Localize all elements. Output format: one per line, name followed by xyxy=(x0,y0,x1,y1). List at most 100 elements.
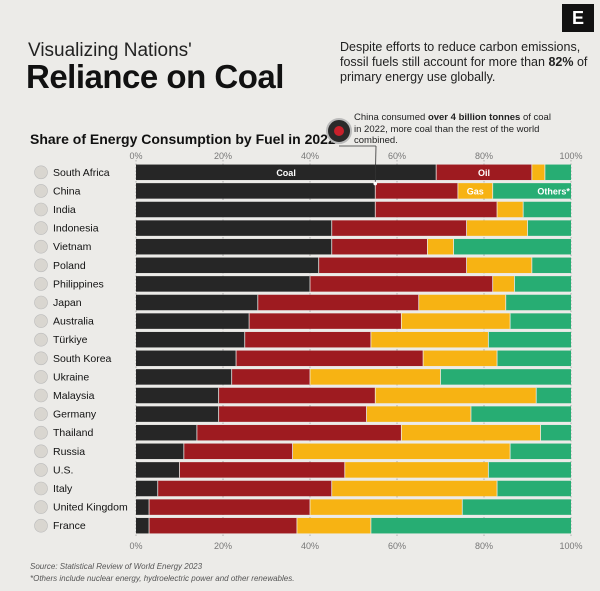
legend-label-oil: Oil xyxy=(478,168,490,178)
bar-segment-gas xyxy=(423,350,498,367)
bar-segment-oil xyxy=(436,164,532,181)
bar-segment-coal xyxy=(136,350,237,367)
flag-icon xyxy=(34,518,48,533)
country-label: Australia xyxy=(53,316,94,328)
legend-label-coal: Coal xyxy=(276,168,296,178)
bar-segment-coal xyxy=(136,294,258,311)
legend-label-others: Others* xyxy=(537,186,570,196)
bar-segment-coal xyxy=(136,443,184,460)
country-label: Ukraine xyxy=(53,371,89,383)
flag-icon xyxy=(34,202,48,217)
x-tick-label-top: 20% xyxy=(214,151,232,161)
x-tick-label-bottom: 100% xyxy=(559,541,582,551)
bar-segment-others xyxy=(510,443,571,460)
bar-segment-others xyxy=(510,313,571,329)
bar-segment-coal xyxy=(136,164,437,181)
bar-segment-coal xyxy=(136,201,376,218)
bar-segment-gas xyxy=(457,183,493,199)
bar-segment-oil xyxy=(157,480,332,497)
bar-segment-others xyxy=(544,164,571,181)
bar-segment-gas xyxy=(401,313,511,329)
bar-segment-gas xyxy=(497,201,524,218)
flag-icon xyxy=(34,407,48,421)
bar-segment-others xyxy=(523,201,571,218)
flag-icon xyxy=(34,370,48,384)
bar-segment-oil xyxy=(183,443,293,460)
country-label: Türkiye xyxy=(53,334,88,346)
bar-segment-gas xyxy=(492,276,515,292)
bar-segment-coal xyxy=(136,406,219,422)
chart-title: Share of Energy Consumption by Fuel in 2… xyxy=(30,131,336,147)
bar-segment-gas xyxy=(427,238,454,255)
x-tick-label-top: 80% xyxy=(475,151,493,161)
flag-icon xyxy=(34,165,48,180)
x-tick-label-bottom: 0% xyxy=(129,541,142,551)
bar-segment-coal xyxy=(136,387,219,404)
bar-segment-coal xyxy=(136,183,376,199)
bar-segment-gas xyxy=(375,387,537,404)
flag-icon xyxy=(34,425,48,440)
bar-segment-oil xyxy=(318,257,467,274)
country-label: Indonesia xyxy=(53,223,99,235)
bar-segment-oil xyxy=(196,424,402,441)
bar-segment-oil xyxy=(375,201,498,218)
flag-icon xyxy=(34,444,48,459)
callout-suffix: of coal in 2022, more coal than the rest… xyxy=(354,112,551,146)
flag-icon xyxy=(34,258,48,273)
bar-segment-coal xyxy=(136,424,197,441)
subtitle-suffix: of primary energy use globally. xyxy=(340,55,588,84)
bar-segment-gas xyxy=(466,257,532,274)
bar-segment-oil xyxy=(231,369,310,385)
x-tick-label-bottom: 40% xyxy=(301,541,319,551)
bar-segment-others xyxy=(488,331,571,348)
bar-segment-gas xyxy=(310,369,441,385)
bar-segment-oil xyxy=(244,331,371,348)
flag-icon xyxy=(34,332,48,347)
legend-label-gas: Gas xyxy=(467,186,484,196)
flag-icon xyxy=(34,481,48,496)
x-tick-label-top: 60% xyxy=(388,151,406,161)
bar-segment-gas xyxy=(366,406,471,422)
country-label: Italy xyxy=(53,483,73,495)
country-label: Russia xyxy=(53,446,85,458)
subtitle-highlight: 82% xyxy=(548,55,574,69)
china-callout: China consumed over 4 billion tonnes of … xyxy=(354,112,554,147)
bar-segment-oil xyxy=(236,350,424,367)
bar-segment-others xyxy=(531,257,571,274)
bar-segment-coal xyxy=(136,499,150,515)
country-label: South Korea xyxy=(53,353,112,365)
bar-segment-others xyxy=(527,220,571,236)
flag-icon xyxy=(34,314,48,328)
country-label: Japan xyxy=(53,297,82,309)
bar-segment-gas xyxy=(331,480,498,497)
bar-segment-others xyxy=(497,480,571,497)
bar-segment-others xyxy=(488,462,571,478)
country-label: Poland xyxy=(53,260,86,272)
country-label: China xyxy=(53,185,81,197)
x-tick-label-bottom: 80% xyxy=(475,541,493,551)
country-label: India xyxy=(53,204,76,216)
x-tick-label-bottom: 60% xyxy=(388,541,406,551)
bar-segment-others xyxy=(470,406,571,422)
bar-segment-coal xyxy=(136,480,158,497)
x-tick-label-top: 100% xyxy=(559,151,582,161)
bar-segment-others xyxy=(514,276,571,292)
flag-icon xyxy=(34,463,48,477)
flag-icon xyxy=(34,239,48,254)
bar-segment-gas xyxy=(401,424,541,441)
callout-pointer xyxy=(373,181,378,186)
title-kicker: Visualizing Nations' xyxy=(28,40,192,61)
source-note: Source: Statistical Review of World Ener… xyxy=(30,562,203,571)
bar-segment-coal xyxy=(136,517,150,534)
bar-segment-others xyxy=(497,350,571,367)
flag-icon xyxy=(34,295,48,310)
page-title: Reliance on Coal xyxy=(26,58,284,95)
bar-segment-coal xyxy=(136,313,250,329)
bar-segment-oil xyxy=(218,406,367,422)
subtitle-prefix: Despite efforts to reduce carbon emissio… xyxy=(340,40,581,69)
bar-segment-oil xyxy=(375,183,458,199)
callout-leader xyxy=(374,145,377,184)
footnote: *Others include nuclear energy, hydroele… xyxy=(30,574,295,583)
